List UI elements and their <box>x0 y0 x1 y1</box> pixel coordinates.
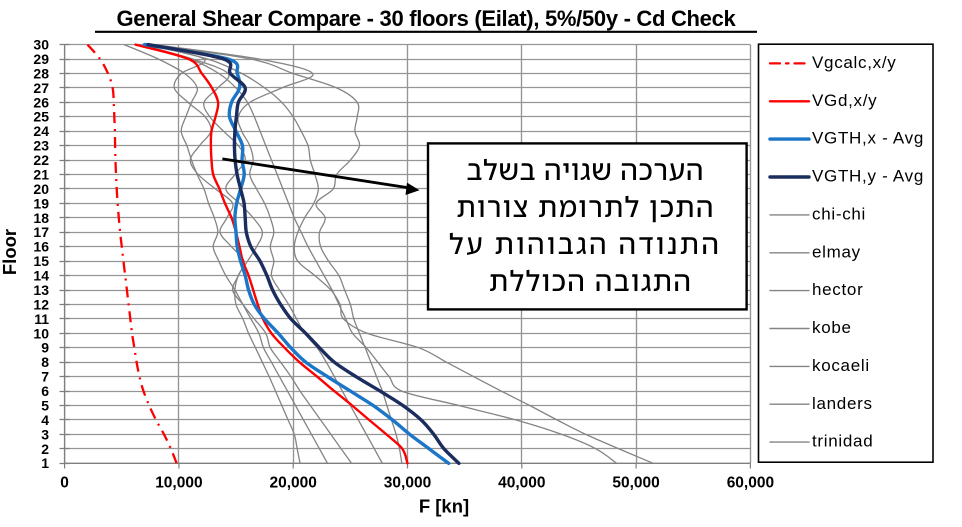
svg-text:26: 26 <box>33 94 49 110</box>
svg-text:VGTH,y - Avg: VGTH,y - Avg <box>812 167 924 186</box>
svg-text:landers: landers <box>812 394 873 413</box>
svg-text:chi-chi: chi-chi <box>812 205 866 224</box>
svg-text:12: 12 <box>33 296 49 312</box>
svg-text:10: 10 <box>33 325 49 341</box>
svg-text:2: 2 <box>41 441 49 457</box>
svg-text:24: 24 <box>33 123 49 139</box>
svg-text:60,000: 60,000 <box>727 474 774 491</box>
svg-text:22: 22 <box>33 152 49 168</box>
svg-text:kocaeli: kocaeli <box>812 356 870 375</box>
svg-text:hector: hector <box>812 280 863 299</box>
svg-text:28: 28 <box>33 65 49 81</box>
svg-text:5: 5 <box>41 397 49 413</box>
svg-text:VGTH,x - Avg: VGTH,x - Avg <box>812 129 924 148</box>
svg-text:8: 8 <box>41 354 49 370</box>
svg-text:29: 29 <box>33 51 49 67</box>
svg-text:21: 21 <box>33 166 49 182</box>
svg-text:20: 20 <box>33 181 49 197</box>
svg-text:19: 19 <box>33 195 49 211</box>
svg-text:0: 0 <box>60 474 69 491</box>
svg-text:18: 18 <box>33 210 49 226</box>
svg-text:7: 7 <box>41 369 49 385</box>
svg-text:30: 30 <box>33 37 49 53</box>
svg-text:F [kn]: F [kn] <box>419 496 469 517</box>
svg-text:23: 23 <box>33 138 49 154</box>
svg-text:50,000: 50,000 <box>612 474 659 491</box>
svg-text:4: 4 <box>41 412 49 428</box>
svg-text:30,000: 30,000 <box>384 474 431 491</box>
svg-text:General Shear Compare - 30 flo: General Shear Compare - 30 floors (Eilat… <box>117 6 737 31</box>
svg-text:9: 9 <box>41 340 49 356</box>
svg-text:elmay: elmay <box>812 242 861 261</box>
svg-text:25: 25 <box>33 109 49 125</box>
svg-text:6: 6 <box>41 383 49 399</box>
svg-text:20,000: 20,000 <box>269 474 316 491</box>
svg-text:10,000: 10,000 <box>155 474 202 491</box>
svg-text:VGd,x/y: VGd,x/y <box>812 91 877 110</box>
svg-text:1: 1 <box>41 455 49 471</box>
svg-text:11: 11 <box>34 311 49 327</box>
svg-text:15: 15 <box>33 253 49 269</box>
svg-text:Floor: Floor <box>0 229 20 275</box>
svg-text:16: 16 <box>33 239 49 255</box>
svg-text:trinidad: trinidad <box>812 432 873 451</box>
svg-text:40,000: 40,000 <box>498 474 545 491</box>
svg-text:kobe: kobe <box>812 318 852 337</box>
svg-text:13: 13 <box>33 282 49 298</box>
svg-text:14: 14 <box>33 268 49 284</box>
svg-text:3: 3 <box>41 426 49 442</box>
svg-text:27: 27 <box>33 80 49 96</box>
svg-text:Vgcalc,x/y: Vgcalc,x/y <box>812 53 896 72</box>
svg-text:17: 17 <box>33 224 49 240</box>
